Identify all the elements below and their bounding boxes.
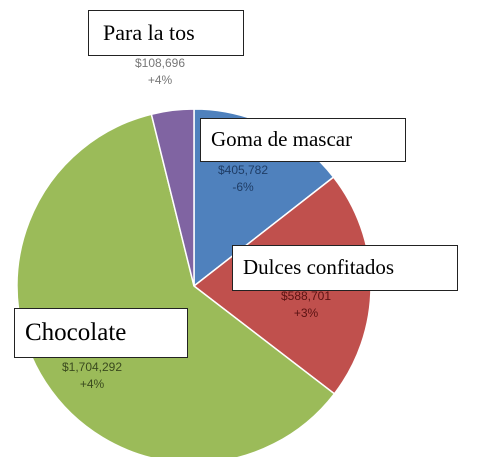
category-label-para-la-tos: Para la tos <box>88 10 244 56</box>
value-label-dulces-confitados: $588,701 <box>281 289 331 303</box>
change-label-goma-de-mascar: -6% <box>232 180 254 194</box>
value-label-goma-de-mascar: $405,782 <box>218 163 268 177</box>
value-label-chocolate: $1,704,292 <box>62 360 122 374</box>
category-label-dulces-confitados: Dulces confitados <box>232 245 458 291</box>
change-label-chocolate: +4% <box>80 377 105 391</box>
pie-slice-chocolate <box>16 113 336 457</box>
pie-slice-para-la-tos <box>150 108 195 287</box>
change-label-dulces-confitados: +3% <box>294 306 319 320</box>
category-label-goma-de-mascar: Goma de mascar <box>200 118 406 162</box>
change-label-para-la-tos: +4% <box>148 73 173 87</box>
value-label-para-la-tos: $108,696 <box>135 56 185 70</box>
category-label-chocolate: Chocolate <box>14 308 188 358</box>
data-labels: $405,782 -6% $588,701 +3% $1,704,292 +4% $108,… <box>62 56 331 391</box>
